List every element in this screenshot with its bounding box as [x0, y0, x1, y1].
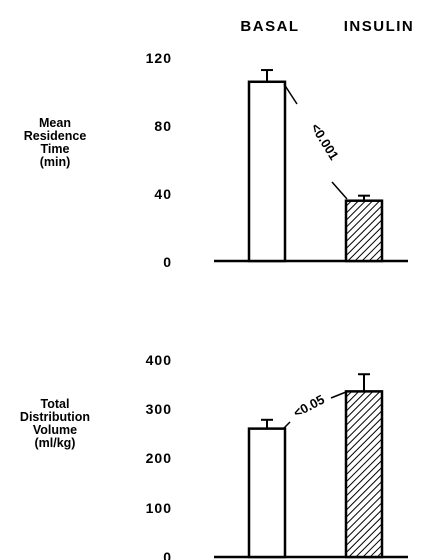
panel1-pvalue: <0.001 — [308, 121, 342, 163]
panel1-tick-0: 0 — [163, 254, 172, 270]
column-label-insulin: INSULIN — [344, 18, 415, 35]
panel2-pvalue: <0.05 — [291, 392, 327, 421]
panel2-pvalue-connector-left — [283, 421, 291, 429]
panel2-tick-300: 300 — [146, 401, 172, 417]
panel-residence-time: Mean Residence Time (min) 0 40 80 120 <0… — [24, 50, 408, 270]
panel-distribution-volume: Total Distribution Volume (ml/kg) 0 100 … — [20, 352, 408, 560]
panel2-pvalue-connector-right — [330, 391, 347, 399]
panel1-ylabel-line1: Mean — [39, 116, 71, 130]
panel1-tick-40: 40 — [154, 186, 172, 202]
panel1-ylabel-line2: Residence — [24, 129, 87, 143]
panel2-ylabel-line4: (ml/kg) — [35, 436, 76, 450]
panel1-ylabel-line3: Time — [41, 142, 70, 156]
panel1-tick-80: 80 — [154, 118, 172, 134]
panel2-tick-0: 0 — [163, 549, 172, 560]
column-label-basal: BASAL — [240, 18, 299, 35]
panel2-tick-200: 200 — [146, 450, 172, 466]
panel2-bar-insulin — [344, 390, 384, 559]
panel2-ylabel-line3: Volume — [33, 423, 77, 437]
panel1-pvalue-connector-upper — [283, 83, 298, 105]
panel1-ylabel-line4: (min) — [40, 155, 71, 169]
panel1-tick-120: 120 — [146, 50, 172, 66]
panel1-pvalue-connector-lower — [331, 181, 348, 200]
panel2-ylabel-line2: Distribution — [20, 410, 90, 424]
panel1-bar-basal — [247, 80, 287, 263]
panel2-ylabel-line1: Total — [41, 397, 70, 411]
panel2-tick-400: 400 — [146, 352, 172, 368]
panel2-bar-basal — [247, 427, 287, 559]
panel1-bar-insulin — [344, 199, 384, 263]
panel2-tick-100: 100 — [146, 500, 172, 516]
